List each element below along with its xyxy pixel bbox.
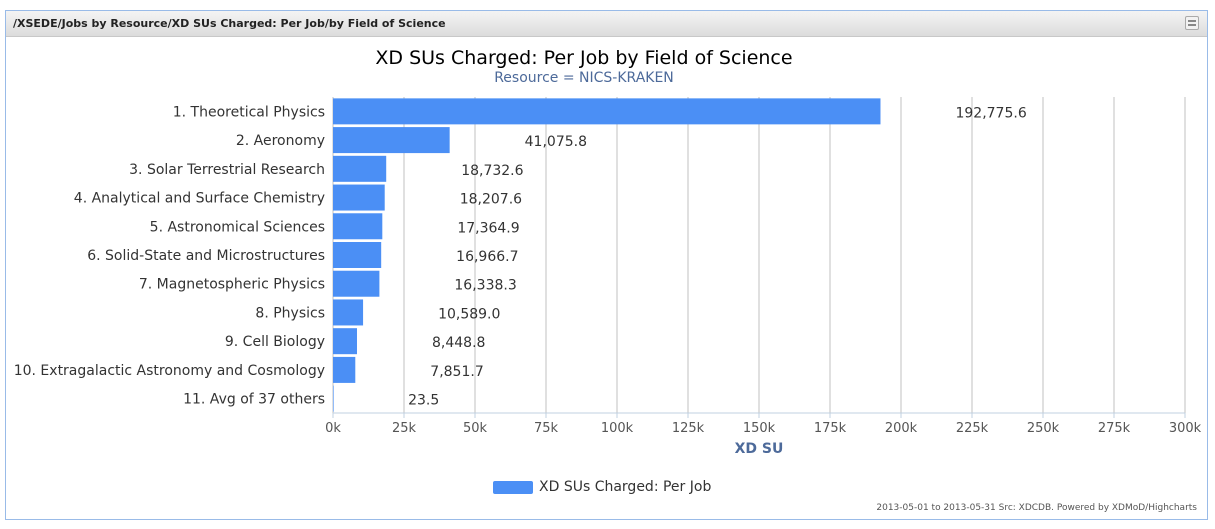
data-label: 8,448.8	[432, 335, 485, 351]
x-tick-label: 150k	[743, 421, 776, 436]
data-label: 7,851.7	[430, 364, 483, 380]
bar[interactable]	[333, 270, 380, 297]
data-label: 10,589.0	[438, 306, 500, 322]
bar[interactable]	[333, 184, 385, 211]
x-axis-title: XD SU	[735, 441, 784, 457]
x-tick-label: 75k	[534, 421, 559, 436]
x-tick-label: 300k	[1169, 421, 1202, 436]
category-label: 9. Cell Biology	[225, 334, 325, 350]
bar[interactable]	[333, 98, 881, 125]
x-tick-label: 200k	[885, 421, 918, 436]
x-tick-label: 225k	[956, 421, 989, 436]
data-label: 192,775.6	[955, 105, 1026, 121]
print-icon[interactable]	[1185, 16, 1199, 30]
category-label: 3. Solar Terrestrial Research	[129, 162, 325, 178]
data-label: 18,207.6	[460, 192, 522, 208]
grid-lines	[332, 97, 1186, 418]
x-tick-labels: 0k 25k 50k 75k 100k 125k 150k 175k 200k 225k 250k 2…	[325, 421, 1202, 436]
legend-item[interactable]: XD SUs Charged: Per Job	[493, 477, 711, 497]
x-tick-label: 50k	[463, 421, 488, 436]
data-label: 16,966.7	[456, 249, 518, 265]
category-label: 4. Analytical and Surface Chemistry	[74, 191, 325, 207]
legend-swatch	[493, 480, 533, 494]
x-tick-label: 25k	[392, 421, 417, 436]
bar[interactable]	[333, 328, 357, 355]
value-labels: 192,775.6 41,075.818,732.6 18,207.6 17,364.…	[408, 105, 1027, 408]
bar[interactable]	[333, 242, 382, 268]
bar[interactable]	[333, 127, 450, 154]
category-labels: 1. Theoretical Physics 2. Aeronomy 3. Sola…	[14, 104, 325, 407]
x-tick-label: 100k	[601, 421, 634, 436]
x-tick-label: 175k	[814, 421, 847, 436]
panel-title: /XSEDE/Jobs by Resource/XD SUs Charged: …	[13, 17, 446, 30]
footer-note: 2013-05-01 to 2013-05-31 Src: XDCDB. Pow…	[876, 503, 1197, 513]
category-label: 7. Magnetospheric Physics	[139, 277, 325, 293]
chart-title: XD SUs Charged: Per Job by Field of Scie…	[375, 47, 792, 69]
category-label: 1. Theoretical Physics	[173, 104, 325, 120]
data-label: 23.5	[408, 393, 439, 409]
x-tick-label: 250k	[1027, 421, 1060, 436]
data-label: 17,364.9	[457, 220, 519, 236]
x-tick-label: 275k	[1098, 421, 1131, 436]
category-label: 10. Extragalactic Astronomy and Cosmolog…	[14, 363, 325, 379]
bar[interactable]	[333, 385, 334, 412]
x-tick-label: 0k	[325, 421, 341, 436]
data-label: 18,732.6	[461, 163, 523, 179]
x-tick-label: 125k	[672, 421, 705, 436]
category-label: 8. Physics	[255, 305, 325, 321]
bars	[333, 98, 881, 412]
category-label: 11. Avg of 37 others	[183, 392, 325, 408]
bar[interactable]	[333, 213, 383, 240]
category-label: 6. Solid-State and Microstructures	[87, 248, 325, 264]
category-label: 5. Astronomical Sciences	[150, 219, 325, 235]
bar-chart: XD SUs Charged: Per Job by Field of Scie…	[14, 47, 1202, 457]
bar[interactable]	[333, 155, 387, 182]
data-label: 41,075.8	[525, 134, 587, 150]
bar[interactable]	[333, 356, 356, 383]
category-label: 2. Aeronomy	[236, 133, 325, 149]
panel-header: /XSEDE/Jobs by Resource/XD SUs Charged: …	[6, 11, 1207, 37]
chart-subtitle: Resource = NICS-KRAKEN	[494, 70, 674, 86]
legend-label: XD SUs Charged: Per Job	[539, 479, 712, 495]
chart-panel: /XSEDE/Jobs by Resource/XD SUs Charged: …	[5, 10, 1208, 520]
data-label: 16,338.3	[454, 278, 516, 294]
bar[interactable]	[333, 299, 364, 326]
